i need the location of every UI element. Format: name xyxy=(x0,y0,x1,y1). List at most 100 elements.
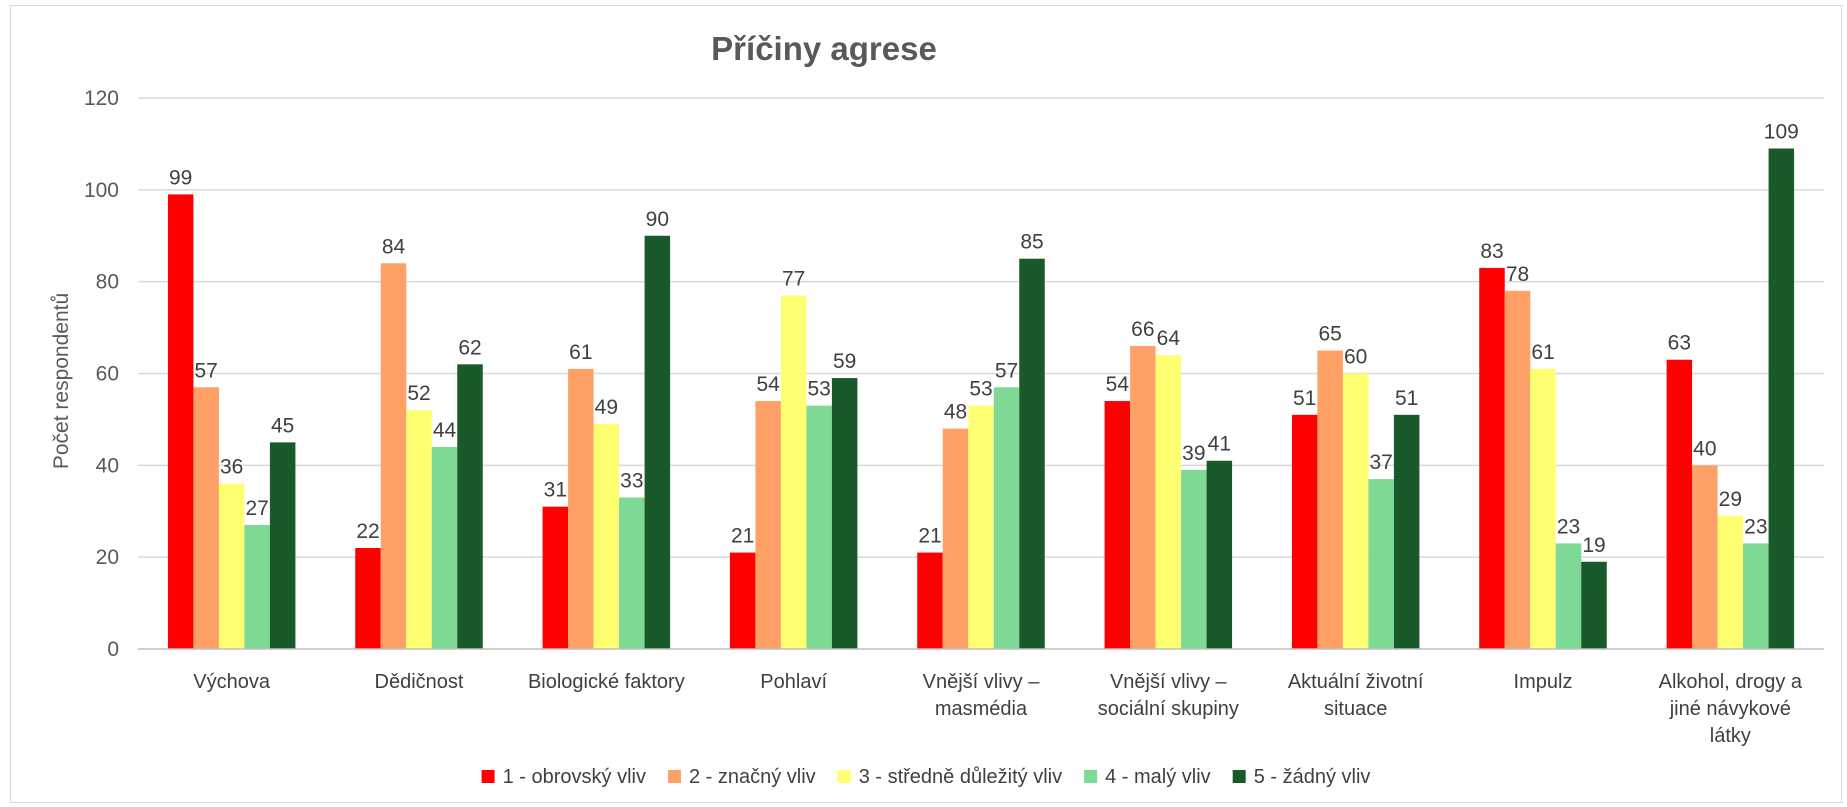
bar xyxy=(1368,479,1394,649)
y-axis-label: Počet respondentů xyxy=(50,293,73,469)
y-tick-label: 0 xyxy=(107,638,119,661)
bar xyxy=(942,428,969,649)
data-label: 22 xyxy=(356,520,379,543)
data-label: 51 xyxy=(1395,387,1418,410)
data-label: 39 xyxy=(1182,442,1205,465)
data-label: 62 xyxy=(458,336,481,359)
legend-label: 3 - středně důležitý vliv xyxy=(859,766,1062,788)
data-label: 41 xyxy=(1208,433,1231,456)
data-labels: 9957362745228452446231614933902154775359… xyxy=(169,121,1799,557)
bar xyxy=(269,442,296,649)
bar xyxy=(755,401,781,649)
data-label: 109 xyxy=(1764,121,1799,144)
bar xyxy=(831,378,858,649)
x-tick-label: Pohlaví xyxy=(760,671,827,693)
bar xyxy=(644,235,671,649)
bar xyxy=(1717,515,1744,649)
data-label: 49 xyxy=(595,396,618,419)
bar xyxy=(619,497,645,649)
bar xyxy=(1692,465,1718,649)
legend-swatch xyxy=(667,770,681,783)
legend-label: 4 - malý vliv xyxy=(1105,766,1211,788)
data-label: 21 xyxy=(918,525,941,548)
bar xyxy=(406,410,432,649)
chart-area: Příčiny agrese Počet respondentů 0 20 40 60… xyxy=(10,5,1842,803)
data-label: 54 xyxy=(1106,373,1130,396)
data-label: 23 xyxy=(1557,515,1580,538)
bar xyxy=(729,552,756,649)
y-tick-label: 80 xyxy=(96,271,119,294)
data-label: 45 xyxy=(271,414,294,437)
data-label: 61 xyxy=(569,341,592,364)
data-label: 61 xyxy=(1531,341,1554,364)
x-tick-label: látky xyxy=(1710,725,1751,747)
bar xyxy=(968,405,994,649)
chart-title: Příčiny agrese xyxy=(711,30,937,67)
bar xyxy=(1479,267,1505,649)
data-label: 99 xyxy=(169,166,192,189)
data-label: 65 xyxy=(1318,323,1341,346)
data-label: 21 xyxy=(731,525,754,548)
bar xyxy=(167,194,194,650)
legend-swatch xyxy=(481,770,495,783)
bar xyxy=(593,424,620,649)
x-tick-label: jiné návykové xyxy=(1669,698,1791,720)
data-label: 63 xyxy=(1668,332,1691,355)
data-label: 52 xyxy=(407,382,430,405)
y-tick-label: 120 xyxy=(84,87,119,110)
x-tick-label: sociální skupiny xyxy=(1098,698,1239,720)
bar xyxy=(1743,543,1769,649)
x-tick-label: Alkohol, drogy a xyxy=(1659,671,1803,693)
x-tick-label: situace xyxy=(1324,698,1387,720)
chart-svg: Příčiny agrese Počet respondentů 0 20 40 60… xyxy=(50,30,1824,788)
bar xyxy=(806,405,832,649)
bar xyxy=(1581,561,1607,649)
bar xyxy=(568,368,594,649)
data-label: 77 xyxy=(782,267,805,290)
data-label: 66 xyxy=(1131,318,1154,341)
data-label: 90 xyxy=(646,208,669,231)
x-tick-label: Biologické faktory xyxy=(528,671,685,693)
data-label: 51 xyxy=(1293,387,1316,410)
x-tick-label: masmédia xyxy=(935,698,1028,720)
data-label: 23 xyxy=(1744,515,1767,538)
bar xyxy=(380,263,407,649)
legend-label: 5 - žádný vliv xyxy=(1254,766,1371,788)
bar xyxy=(1317,350,1343,649)
bar xyxy=(1504,290,1531,649)
bar xyxy=(1206,460,1233,649)
y-tick-label: 40 xyxy=(96,454,119,477)
data-label: 59 xyxy=(833,350,856,373)
bar xyxy=(244,525,270,649)
legend-swatch xyxy=(1084,770,1098,783)
legend-swatch xyxy=(837,770,851,783)
x-tick-label: Výchova xyxy=(193,671,271,693)
data-label: 36 xyxy=(220,456,243,479)
bar xyxy=(1130,345,1156,649)
bar xyxy=(193,387,219,649)
bar xyxy=(1019,258,1045,649)
bar xyxy=(218,483,245,649)
data-label: 33 xyxy=(620,469,643,492)
x-axis-ticks: Výchova Dědičnost Biologické faktory Pohlav… xyxy=(193,671,1803,747)
bar xyxy=(1666,359,1693,649)
bar xyxy=(1768,148,1795,649)
data-label: 64 xyxy=(1157,327,1181,350)
data-label: 37 xyxy=(1369,451,1392,474)
x-tick-label: Vnější vlivy – xyxy=(923,671,1041,693)
data-label: 27 xyxy=(245,497,268,520)
data-label: 83 xyxy=(1480,240,1503,263)
x-tick-label: Aktuální životní xyxy=(1288,671,1424,693)
bar xyxy=(355,547,381,649)
y-tick-label: 100 xyxy=(84,179,119,202)
data-label: 60 xyxy=(1344,346,1367,369)
bar xyxy=(1342,373,1369,649)
bar xyxy=(1555,543,1582,649)
bar xyxy=(457,364,483,649)
y-axis-ticks: 0 20 40 60 80 100 120 xyxy=(84,87,119,661)
bar xyxy=(993,387,1020,649)
bar xyxy=(1393,414,1420,649)
bar xyxy=(542,506,569,649)
bars xyxy=(167,148,1795,650)
bar xyxy=(1291,414,1318,649)
